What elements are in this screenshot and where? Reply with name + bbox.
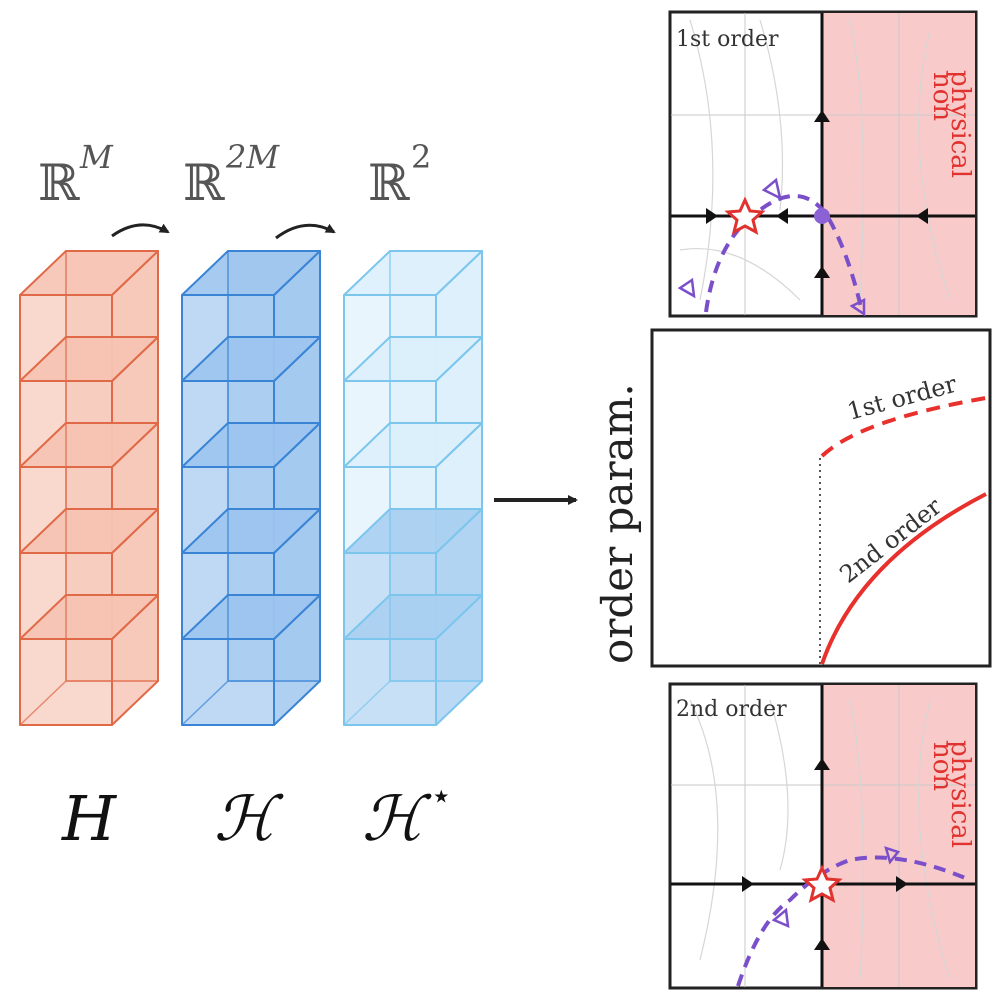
cube-stack-3 [343, 250, 483, 726]
svg-text:2M: 2M [225, 138, 280, 176]
fixed-point-dot [814, 208, 830, 224]
phase-portrait-top: 1st order non physical [668, 10, 978, 318]
triangle-marker [771, 907, 790, 929]
cube-stack-2 [181, 250, 321, 726]
first-order-curve [820, 396, 987, 458]
stack-label-calH-star: ℋ ⋆ [362, 776, 453, 855]
svg-text:M: M [79, 138, 114, 176]
svg-text:ℝ: ℝ [38, 154, 80, 212]
map-arrow-2 [275, 223, 336, 240]
flow-arrow [776, 208, 788, 224]
flow-arrow [742, 876, 754, 892]
svg-text:ℋ: ℋ [214, 782, 284, 855]
flow-arrow [916, 208, 928, 224]
cube [19, 594, 159, 726]
phase-top-title: 1st order [676, 27, 779, 52]
svg-text:ℋ: ℋ [362, 782, 432, 855]
svg-text:ℝ: ℝ [368, 154, 410, 212]
cube [343, 594, 483, 726]
flow-arrow [814, 110, 830, 122]
nullcline-top [704, 194, 864, 313]
stack-label-H: H [61, 782, 118, 855]
space-label-output: ℝ 2 [368, 138, 431, 212]
svg-text:H: H [61, 782, 118, 855]
map-arrow-1 [111, 223, 170, 238]
star-marker [801, 864, 843, 903]
svg-text:⋆: ⋆ [430, 776, 453, 817]
triangle-marker [677, 277, 696, 299]
second-order-curve [820, 492, 987, 665]
flow-arrow [814, 938, 830, 950]
space-label-hidden: ℝ 2M [183, 138, 280, 212]
flow-arrow [896, 876, 908, 892]
phase-top-region-label-1: non [927, 72, 957, 121]
cube-stacks [19, 250, 483, 726]
triangle-marker [884, 846, 901, 865]
triangle-marker [849, 297, 866, 317]
space-label-input: ℝ M [38, 138, 114, 212]
svg-text:ℝ: ℝ [183, 154, 225, 212]
flow-arrow [814, 266, 830, 278]
flow-arrow [706, 208, 718, 224]
phase-bottom-region-label-1: non [927, 742, 957, 791]
phase-top-region-label-2: physical [945, 70, 975, 178]
phase-bottom-title: 2nd order [676, 697, 787, 722]
triangle-marker [761, 177, 782, 201]
cube [181, 594, 321, 726]
order-param-plot: order param. 1st order 2nd order [593, 328, 992, 668]
flow-arrow [814, 758, 830, 770]
phase-bottom-region-label-2: physical [945, 740, 975, 848]
order-param-ylabel: order param. [593, 383, 642, 664]
stack-label-calH: ℋ [214, 782, 284, 855]
svg-text:2: 2 [411, 138, 431, 176]
phase-portrait-bottom: 2nd order non physical [668, 682, 978, 990]
star-marker [724, 196, 766, 235]
cube-stack-1 [19, 250, 159, 726]
